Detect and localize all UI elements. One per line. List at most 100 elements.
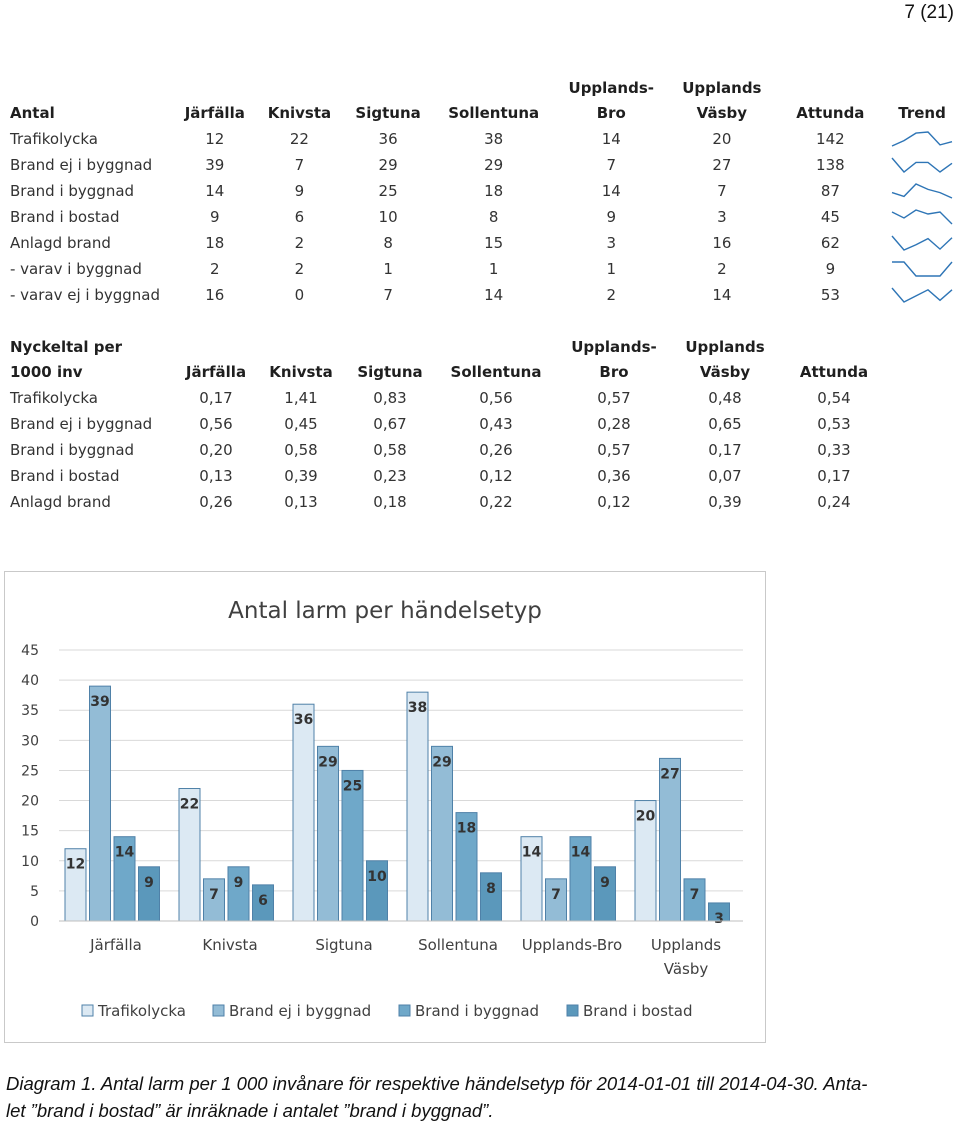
antal-row-label: - varav ej i byggnad — [10, 286, 161, 304]
ratio-row-label: Anlagd brand — [10, 493, 111, 511]
chart-title: Antal larm per händelsetyp — [228, 598, 542, 624]
bar-value-label: 14 — [522, 845, 542, 861]
antal-header-text: Antal — [10, 104, 55, 122]
antal-cell: 38 — [484, 130, 504, 148]
bar-value-label: 10 — [367, 869, 387, 885]
ratio-row: Trafikolycka 0,17 1,41 0,83 0,56 0,57 0,48 0,54 — [6, 385, 888, 411]
bar — [292, 703, 315, 922]
bar-value-label: 22 — [180, 797, 199, 813]
antal-header-text: Upplands — [682, 79, 762, 97]
bar-value-label: 29 — [432, 754, 451, 770]
trend-sparkline — [891, 157, 953, 173]
antal-cell: 2 — [294, 260, 305, 278]
trend-cell — [884, 282, 960, 308]
antal-cell: 138 — [816, 156, 845, 174]
legend-label: Brand ej i byggnad — [229, 1002, 371, 1020]
page-number: 7 (21) — [904, 2, 954, 23]
antal-cell: 142 — [816, 130, 845, 148]
ratio-row: Brand i byggnad 0,20 0,58 0,58 0,26 0,57 0,17 0… — [6, 437, 888, 463]
antal-cell: 1 — [606, 260, 617, 278]
ratio-header-cell: Sollentuna — [434, 335, 558, 385]
trend-sparkline — [891, 235, 953, 251]
antal-cell: 9 — [209, 208, 220, 226]
antal-cell: 8 — [488, 208, 499, 226]
antal-cell: 7 — [717, 182, 727, 200]
ratio-cell: 0,56 — [199, 415, 233, 433]
antal-cell: 16 — [205, 286, 225, 304]
antal-header-text: Upplands- — [568, 79, 655, 97]
antal-cell: 16 — [712, 234, 732, 252]
trend-cell — [884, 126, 960, 152]
y-tick-label: 20 — [21, 794, 39, 810]
trend-cell — [884, 256, 960, 282]
antal-cell: 0 — [294, 286, 305, 304]
antal-cell: 29 — [484, 156, 504, 174]
antal-cell: 1 — [488, 260, 499, 278]
ratio-row: Brand ej i byggnad 0,56 0,45 0,67 0,43 0,28 0,… — [6, 411, 888, 437]
ratio-header-cell: Sigtuna — [346, 335, 434, 385]
antal-cell: 7 — [606, 156, 617, 174]
bar-value-label: 38 — [408, 700, 427, 716]
ratio-cell: 0,12 — [479, 467, 513, 485]
antal-header-text: Trend — [898, 104, 946, 122]
y-tick-label: 0 — [30, 914, 39, 930]
antal-cell: 22 — [289, 130, 309, 148]
antal-row: Brand ej i byggnad 39 7 29 29 7 27 138 — [6, 152, 960, 178]
ratio-cell: 0,18 — [373, 493, 407, 511]
ratio-cell: 0,17 — [199, 389, 233, 407]
antal-header-text: Attunda — [796, 104, 865, 122]
antal-cell: 62 — [820, 234, 840, 252]
ratio-row: Brand i bostad 0,13 0,39 0,23 0,12 0,36 0,07 0,… — [6, 463, 888, 489]
antal-header-text: Sigtuna — [355, 104, 421, 122]
bar-value-label: 7 — [690, 887, 700, 903]
trend-sparkline — [891, 131, 953, 147]
antal-row-label: - varav i byggnad — [10, 260, 142, 278]
y-tick-label: 15 — [21, 824, 39, 840]
x-category-label: Sollentuna — [418, 936, 498, 954]
trend-line — [891, 235, 953, 251]
trend-cell — [884, 204, 960, 230]
antal-row-label: Brand i byggnad — [10, 182, 135, 200]
bar — [659, 757, 681, 922]
ratio-header-cell: Knivsta — [256, 335, 346, 385]
ratio-header-text: Bro — [599, 363, 629, 381]
y-tick-label: 25 — [21, 763, 39, 779]
ratio-cell: 0,43 — [479, 415, 513, 433]
antal-cell: 2 — [606, 286, 617, 304]
ratio-cell: 0,39 — [708, 493, 742, 511]
ratio-header-text: Upplands — [685, 338, 765, 356]
ratio-cell: 0,45 — [284, 415, 318, 433]
bar-value-label: 8 — [486, 881, 496, 897]
ratio-cell: 0,67 — [373, 415, 407, 433]
antal-header-text: Sollentuna — [448, 104, 540, 122]
ratio-cell: 1,41 — [284, 389, 318, 407]
legend-label: Trafikolycka — [97, 1002, 186, 1020]
antal-header-text: Väsby — [696, 104, 748, 122]
ratio-cell: 0,26 — [199, 493, 233, 511]
antal-cell: 12 — [205, 130, 225, 148]
antal-cell: 2 — [294, 234, 305, 252]
antal-row: Anlagd brand 18 2 8 15 3 16 62 — [6, 230, 960, 256]
antal-cell: 36 — [378, 130, 398, 148]
antal-cell: 1 — [383, 260, 393, 278]
ratio-header-cell: Upplands- Bro — [558, 335, 670, 385]
ratio-cell: 0,20 — [199, 441, 233, 459]
antal-cell: 10 — [378, 208, 398, 226]
legend-label: Brand i byggnad — [415, 1002, 539, 1020]
bar-value-label: 6 — [258, 893, 268, 909]
ratio-cell: 0,26 — [479, 441, 513, 459]
antal-header-cell: Upplands- Bro — [555, 76, 667, 126]
ratio-cell: 0,33 — [817, 441, 851, 459]
ratio-table-header: Nyckeltal per 1000 inv Järfälla Knivsta Sigt… — [6, 335, 888, 385]
y-tick-label: 10 — [21, 854, 39, 870]
bar-value-label: 39 — [90, 694, 109, 710]
ratio-cell: 0,13 — [199, 467, 233, 485]
trend-line — [891, 157, 953, 173]
antal-header-cell: Sollentuna — [432, 76, 556, 126]
ratio-cell: 0,57 — [597, 441, 631, 459]
antal-row-label: Trafikolycka — [10, 130, 99, 148]
antal-cell: 7 — [383, 286, 393, 304]
ratio-cell: 0,57 — [597, 389, 631, 407]
antal-cell: 2 — [209, 260, 220, 278]
antal-cell: 14 — [205, 182, 225, 200]
